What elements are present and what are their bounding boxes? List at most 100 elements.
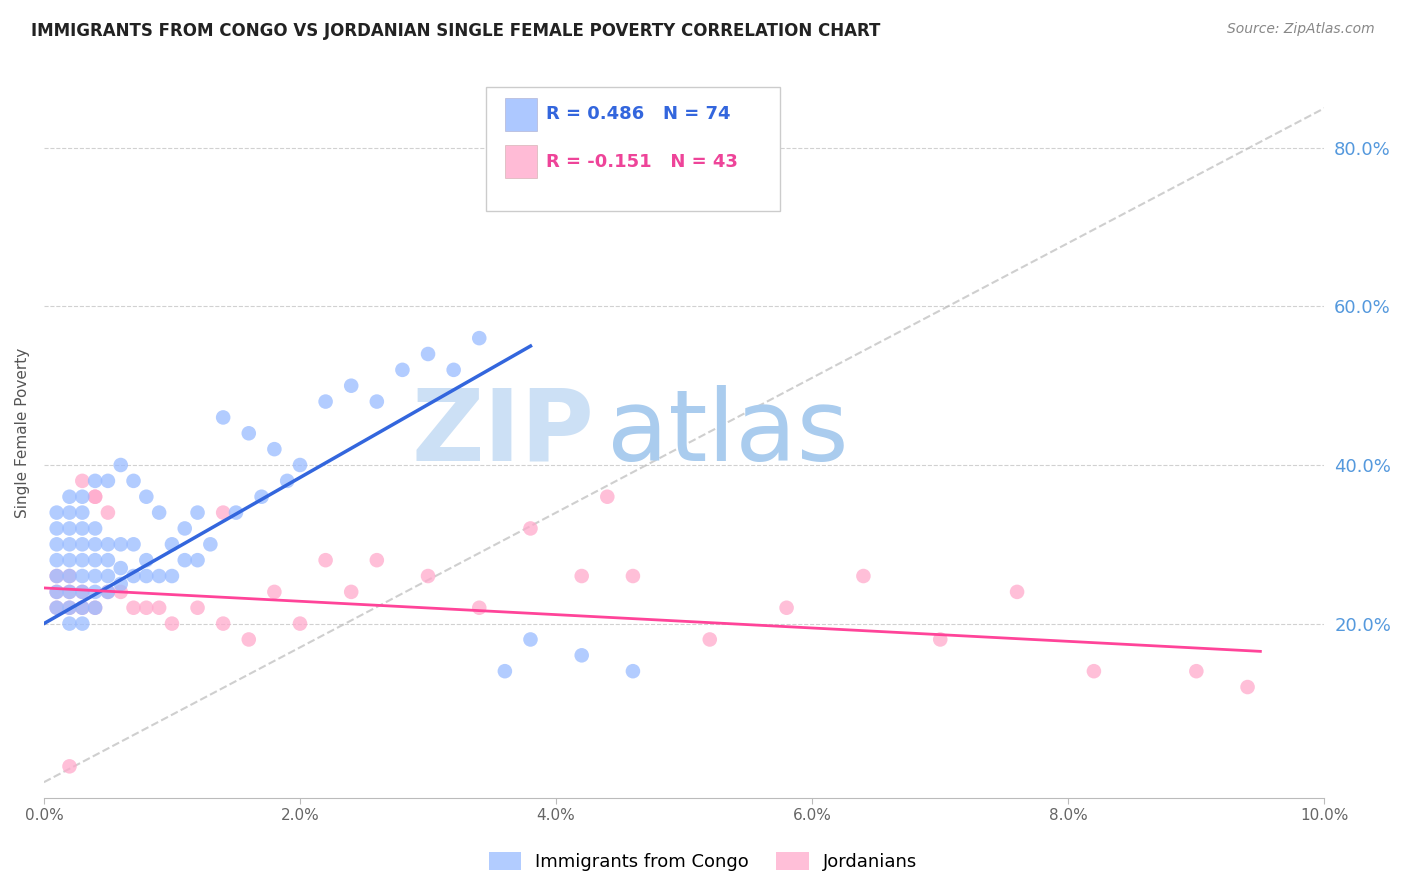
Point (84, 490, 107, 504)
Point (97, 553, 120, 567)
Point (58, 569, 80, 583)
Text: IMMIGRANTS FROM CONGO VS JORDANIAN SINGLE FEMALE POVERTY CORRELATION CHART: IMMIGRANTS FROM CONGO VS JORDANIAN SINGL… (31, 22, 880, 40)
Point (391, 363, 413, 377)
Point (212, 506, 235, 520)
Point (468, 331, 491, 345)
Point (1185, 664, 1208, 678)
Point (84, 521, 107, 535)
Point (97, 569, 120, 583)
Point (699, 632, 721, 647)
Text: atlas: atlas (607, 384, 849, 482)
Point (122, 537, 145, 551)
Point (58, 537, 80, 551)
Point (122, 474, 145, 488)
Point (45, 537, 67, 551)
Point (58, 506, 80, 520)
Point (225, 506, 247, 520)
Point (416, 569, 439, 583)
Bar (505, 145, 537, 178)
Point (621, 664, 644, 678)
Point (72, 585, 94, 599)
Point (135, 600, 157, 615)
Point (122, 569, 145, 583)
Point (58, 585, 80, 599)
Point (1005, 585, 1028, 599)
Point (1236, 680, 1258, 694)
Point (72, 521, 94, 535)
Point (72, 506, 94, 520)
Point (315, 553, 337, 567)
Point (122, 600, 145, 615)
Point (621, 569, 644, 583)
Point (135, 490, 157, 504)
Point (173, 553, 195, 567)
Point (212, 616, 235, 631)
Point (250, 490, 273, 504)
Point (110, 537, 132, 551)
Point (97, 537, 120, 551)
Point (72, 600, 94, 615)
Point (200, 537, 222, 551)
Point (775, 600, 797, 615)
Point (416, 347, 439, 361)
Point (72, 616, 94, 631)
Point (72, 569, 94, 583)
Point (238, 632, 260, 647)
Point (160, 537, 183, 551)
Point (72, 474, 94, 488)
Point (1083, 664, 1105, 678)
Point (110, 585, 132, 599)
Point (519, 632, 541, 647)
Point (97, 474, 120, 488)
Point (110, 458, 132, 472)
Point (58, 616, 80, 631)
Point (596, 490, 619, 504)
Point (84, 537, 107, 551)
Point (187, 553, 209, 567)
Point (110, 577, 132, 591)
Point (45, 569, 67, 583)
Point (45, 585, 67, 599)
Legend: Immigrants from Congo, Jordanians: Immigrants from Congo, Jordanians (481, 845, 925, 879)
Point (84, 600, 107, 615)
Text: R = -0.151   N = 43: R = -0.151 N = 43 (546, 153, 738, 170)
Point (58, 600, 80, 615)
Text: R = 0.486   N = 74: R = 0.486 N = 74 (546, 105, 730, 123)
Point (187, 506, 209, 520)
Point (366, 553, 388, 567)
Point (84, 585, 107, 599)
Point (58, 490, 80, 504)
Point (45, 585, 67, 599)
Point (238, 426, 260, 441)
Point (45, 569, 67, 583)
Point (852, 569, 875, 583)
Point (340, 378, 363, 392)
Point (160, 569, 183, 583)
Point (148, 506, 170, 520)
Point (494, 664, 516, 678)
Point (45, 553, 67, 567)
Point (84, 490, 107, 504)
Point (173, 521, 195, 535)
Point (84, 600, 107, 615)
Point (58, 569, 80, 583)
Point (84, 569, 107, 583)
Point (571, 569, 593, 583)
Point (84, 474, 107, 488)
Point (45, 521, 67, 535)
Text: Source: ZipAtlas.com: Source: ZipAtlas.com (1227, 22, 1375, 37)
Point (45, 506, 67, 520)
Y-axis label: Single Female Poverty: Single Female Poverty (15, 348, 30, 518)
Point (443, 363, 465, 377)
Point (72, 600, 94, 615)
Bar (505, 98, 537, 130)
Point (58, 600, 80, 615)
Point (97, 506, 120, 520)
Point (263, 585, 285, 599)
Point (84, 553, 107, 567)
Point (366, 394, 388, 409)
Point (288, 616, 311, 631)
Point (212, 410, 235, 425)
Point (276, 474, 298, 488)
Point (72, 490, 94, 504)
